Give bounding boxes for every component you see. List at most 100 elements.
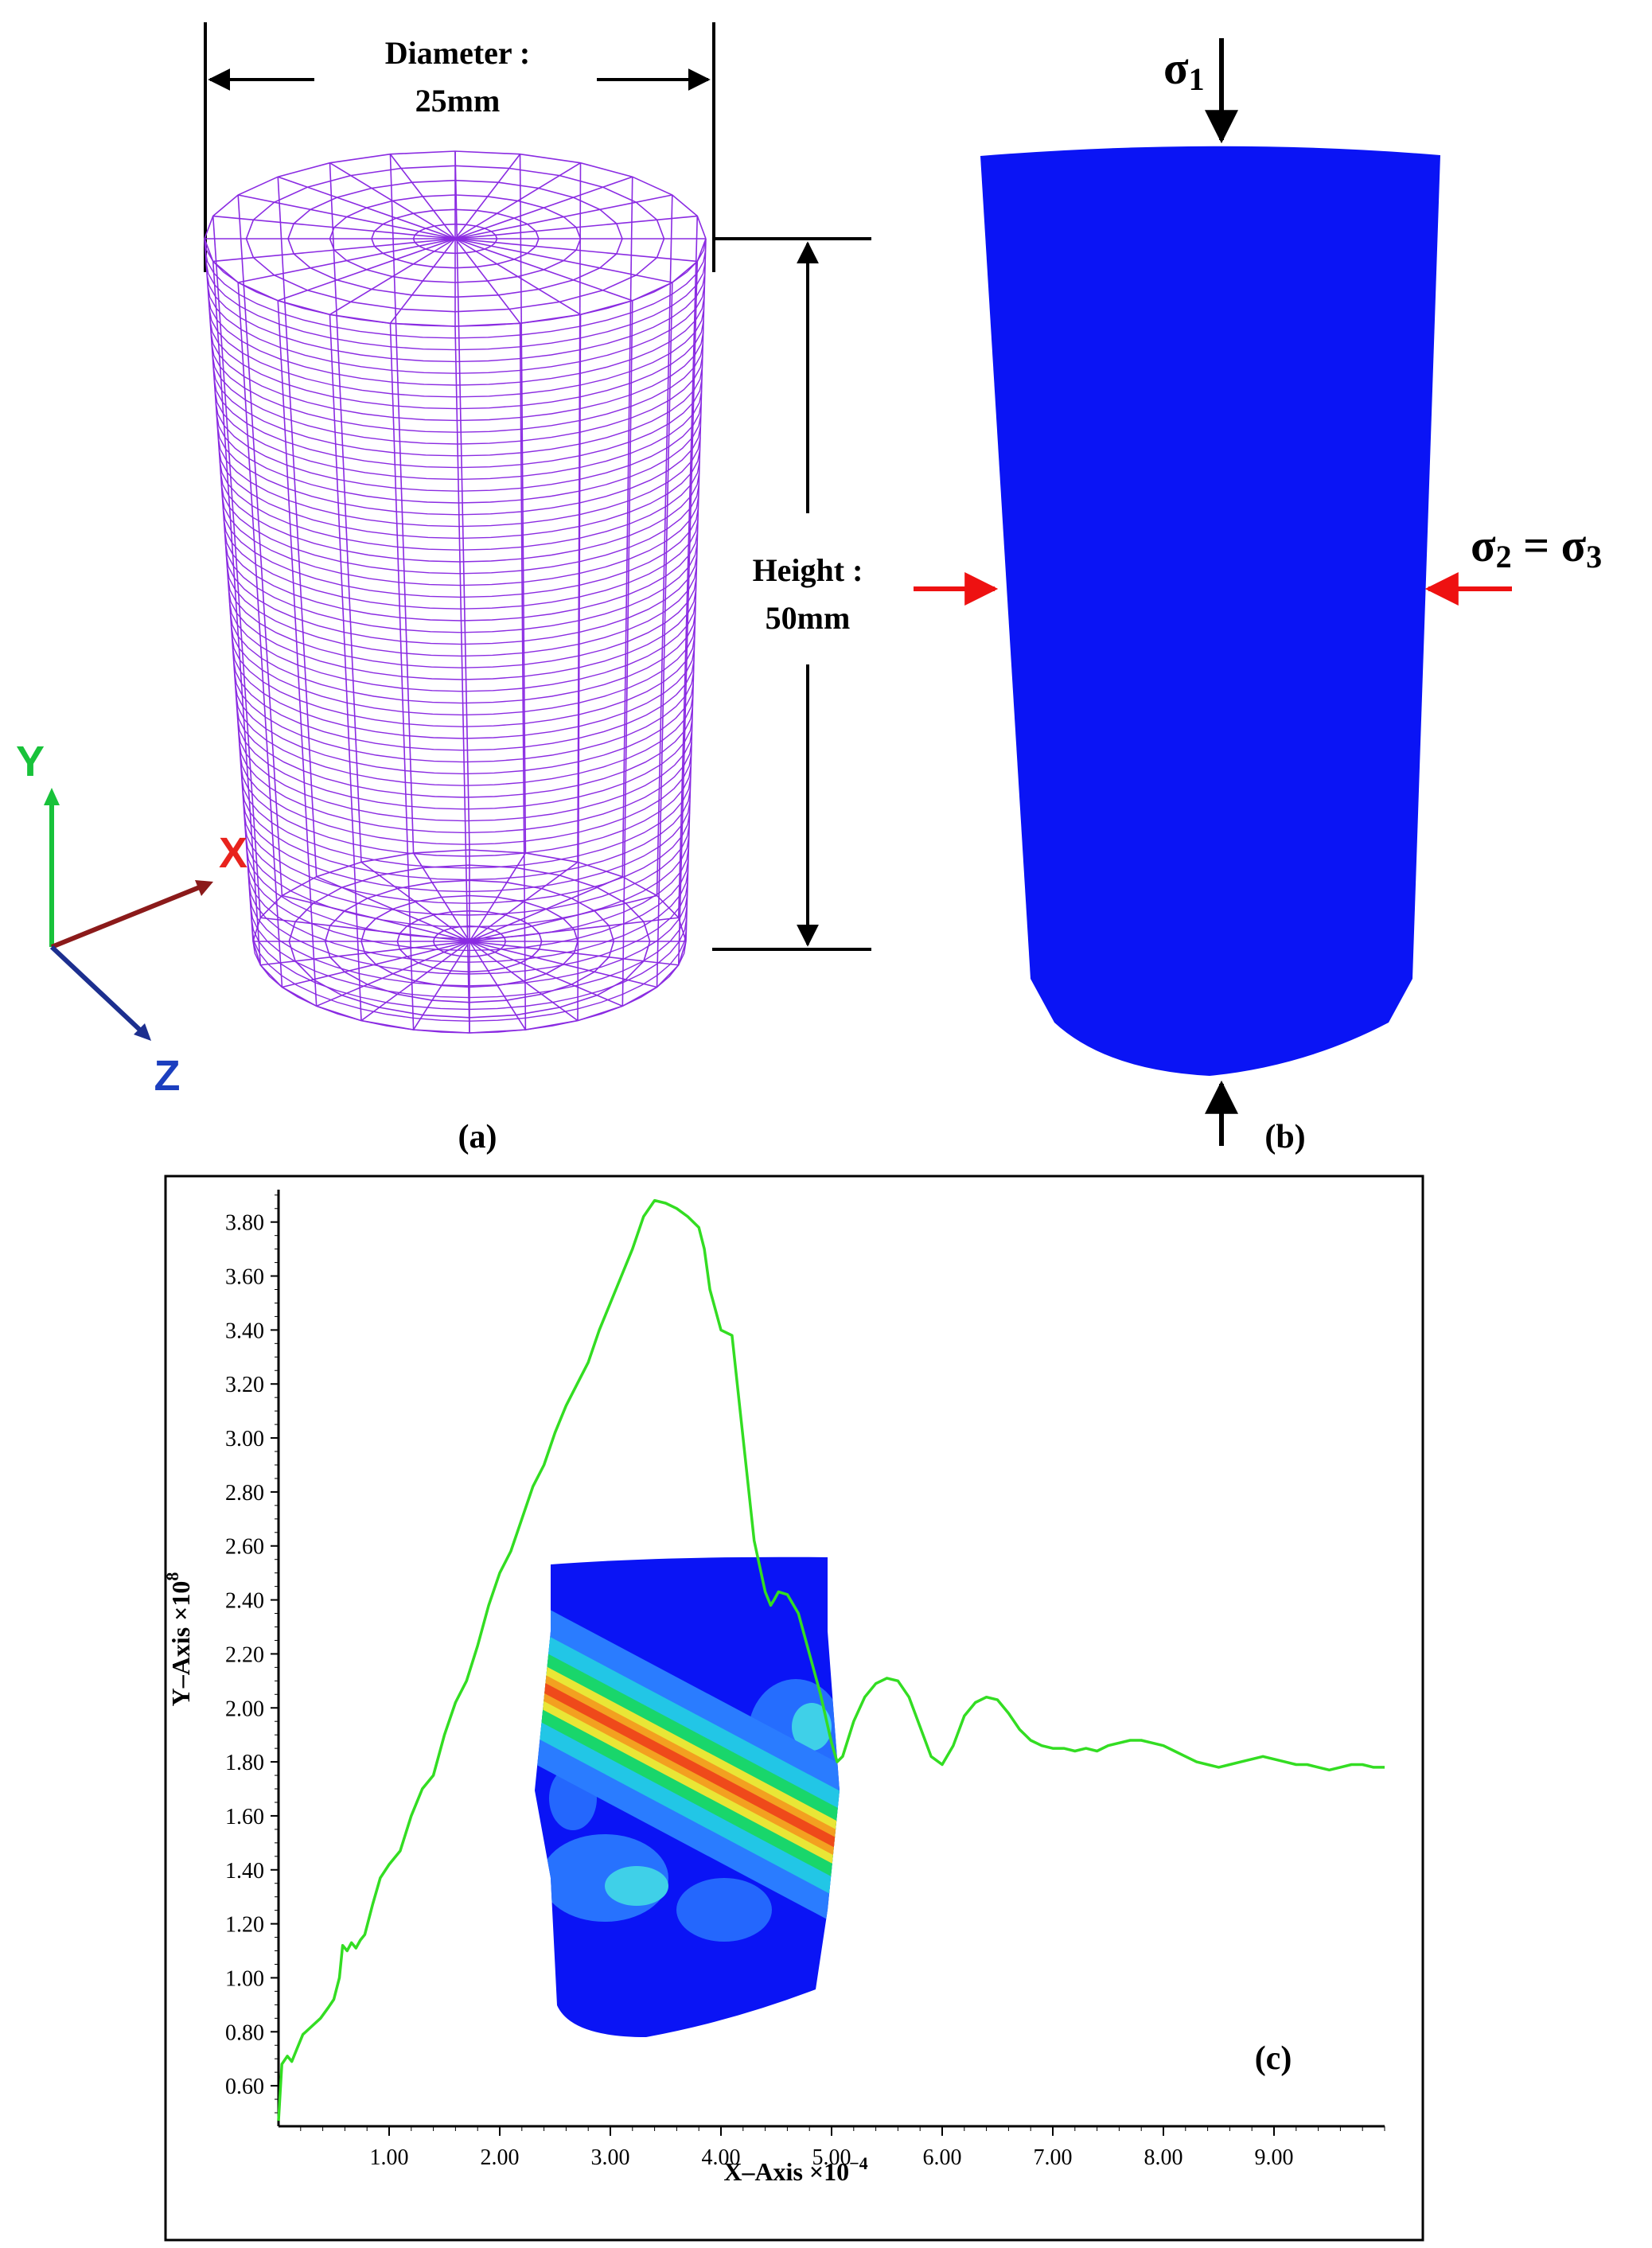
- mesh-generator: [519, 154, 527, 853]
- mesh-spoke: [454, 154, 521, 240]
- mesh-slice: [209, 320, 704, 410]
- x-tick-label: 9.00: [1255, 2145, 1294, 2170]
- mesh-slice: [207, 285, 705, 374]
- mesh-slice: [218, 449, 701, 540]
- mesh-slice: [246, 847, 689, 940]
- mesh-slice: [228, 602, 696, 692]
- mesh-slice: [231, 637, 695, 727]
- diameter-value: 25mm: [415, 83, 501, 119]
- mesh-slice: [212, 367, 703, 457]
- y-axis-title: Y–Axis ×108: [162, 1572, 195, 1707]
- mesh-spoke: [282, 941, 470, 988]
- z-axis-arrow: [49, 945, 147, 1037]
- mesh-spoke: [360, 861, 470, 942]
- y-tick-label: 1.20: [225, 1913, 264, 1938]
- mesh-slice: [237, 719, 693, 810]
- panel-b-loaded-specimen: σ1 σ2 = σ3 (b): [914, 38, 1602, 1155]
- mesh-slice: [220, 484, 699, 575]
- contour-patch-lower-mid: [676, 1878, 772, 1942]
- mesh-slice: [205, 250, 707, 339]
- x-tick-label: 6.00: [923, 2145, 962, 2170]
- mesh-slice: [233, 672, 695, 763]
- mesh-slice: [245, 836, 690, 928]
- mesh-slice: [208, 297, 705, 386]
- panel-b-caption: (b): [1264, 1119, 1305, 1155]
- mesh-slice: [251, 918, 688, 1011]
- mesh-generator: [329, 162, 362, 863]
- mesh-spoke: [454, 176, 633, 240]
- mesh-spoke: [454, 238, 633, 302]
- sigma23-label: σ2 = σ3: [1471, 520, 1602, 575]
- contour-patch-upper-right-core: [792, 1703, 832, 1751]
- mesh-slice: [250, 906, 688, 999]
- y-tick-label: 3.20: [225, 1373, 264, 1397]
- mesh-spoke: [469, 941, 579, 1022]
- z-axis-letter: Z: [154, 1052, 181, 1100]
- mesh-generator: [212, 216, 262, 918]
- mesh-spoke: [316, 941, 470, 1007]
- x-tick-label: 2.00: [481, 2145, 520, 2170]
- mesh-slice: [221, 496, 699, 586]
- mesh-slice: [230, 625, 695, 716]
- chart-series-line: [277, 1198, 1385, 2121]
- mesh-slice: [234, 684, 694, 775]
- mesh-slice: [238, 730, 693, 822]
- mesh-slice: [236, 695, 694, 786]
- mesh-slice: [228, 590, 697, 680]
- mesh-spoke: [454, 215, 698, 240]
- y-tick-label: 2.40: [225, 1589, 264, 1614]
- mesh-generator: [454, 150, 470, 851]
- mesh-slice: [225, 555, 698, 645]
- mesh-slice: [244, 824, 690, 916]
- contour-patch-lower-left-core: [605, 1866, 668, 1906]
- mesh-slice: [214, 391, 703, 481]
- mesh-slice: [252, 941, 687, 1034]
- panel-a-mesh-model: Diameter : 25mm Height : 50mm (a) Y X Z: [16, 22, 871, 1155]
- mesh-spoke: [212, 215, 456, 240]
- x-axis-title: X–Axis ×10−4: [723, 2153, 867, 2186]
- mesh-slice: [216, 426, 701, 516]
- mesh-slice: [210, 332, 704, 422]
- y-axis-ticks: 0.60 0.80 1.00 1.20 1.40 1.60 1.80 2.00 2.20 2.40…: [225, 1194, 279, 2114]
- mesh-slice: [227, 578, 697, 668]
- mesh-slice: [240, 754, 692, 845]
- mesh-spoke: [277, 238, 456, 302]
- mesh-slice: [242, 789, 692, 881]
- mesh-slice: [224, 531, 699, 621]
- y-axis-arrowhead: [44, 788, 60, 805]
- mesh-slice: [239, 742, 692, 834]
- shear-band-red-core: [535, 1669, 840, 1872]
- sigma1-label: σ1: [1163, 42, 1205, 97]
- mesh-spoke: [329, 238, 456, 315]
- cylinder-wireframe-mesh: [204, 150, 707, 1034]
- y-tick-label: 2.60: [225, 1535, 264, 1560]
- mesh-slice: [220, 473, 700, 563]
- diameter-label: Diameter :: [385, 35, 531, 71]
- y-tick-label: 0.60: [225, 2075, 264, 2099]
- panel-c-stress-strain-chart: 0.60 0.80 1.00 1.20 1.40 1.60 1.80 2.00 2.20 2.40…: [162, 1175, 1424, 2242]
- mesh-spoke: [360, 941, 470, 1022]
- mesh-slice: [222, 508, 699, 598]
- mesh-spoke: [454, 238, 581, 315]
- mesh-slice: [248, 882, 688, 975]
- coordinate-axes-triad: Y X Z: [16, 738, 247, 1100]
- x-tick-label: 7.00: [1034, 2145, 1073, 2170]
- mesh-spoke: [454, 238, 698, 263]
- mesh-slice: [217, 438, 701, 528]
- x-axis-arrow: [50, 882, 207, 949]
- mesh-spoke: [389, 238, 456, 324]
- height-label: Height :: [753, 552, 863, 588]
- mesh-spoke: [277, 176, 456, 240]
- mesh-slice: [243, 801, 691, 893]
- mesh-slice: [205, 262, 706, 351]
- mesh-spoke: [389, 154, 456, 240]
- mesh-slice: [249, 894, 688, 987]
- mesh-slice: [223, 520, 699, 610]
- y-tick-label: 0.80: [225, 2020, 264, 2045]
- y-tick-label: 1.80: [225, 1751, 264, 1775]
- mesh-slice: [215, 402, 702, 492]
- x-axis-ticks: 1.00 2.00 3.00 4.00 5.00 6.00 7.00 8.00 9.00: [300, 2126, 1385, 2170]
- x-axis-letter: X: [219, 829, 247, 877]
- height-value: 50mm: [766, 600, 851, 636]
